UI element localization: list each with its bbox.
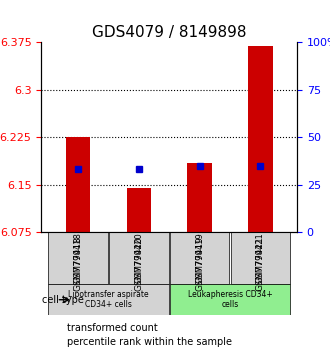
Text: GSM779419: GSM779419 bbox=[195, 233, 204, 283]
Text: cell type: cell type bbox=[43, 295, 84, 305]
FancyBboxPatch shape bbox=[170, 284, 290, 315]
FancyBboxPatch shape bbox=[109, 232, 169, 284]
Text: GSM779418: GSM779418 bbox=[73, 236, 82, 291]
Bar bbox=[66, 137, 90, 232]
Text: GSM779421: GSM779421 bbox=[256, 236, 265, 291]
Bar bbox=[126, 188, 151, 232]
Bar bbox=[248, 46, 273, 232]
FancyBboxPatch shape bbox=[170, 232, 229, 284]
Text: GSM779420: GSM779420 bbox=[134, 233, 143, 283]
Text: GSM779420: GSM779420 bbox=[134, 236, 143, 291]
FancyBboxPatch shape bbox=[231, 232, 290, 284]
FancyBboxPatch shape bbox=[48, 232, 108, 284]
FancyBboxPatch shape bbox=[48, 284, 169, 315]
Text: GSM779419: GSM779419 bbox=[195, 236, 204, 291]
Title: GDS4079 / 8149898: GDS4079 / 8149898 bbox=[92, 25, 247, 40]
Text: GSM779421: GSM779421 bbox=[256, 233, 265, 283]
Text: Leukapheresis CD34+
cells: Leukapheresis CD34+ cells bbox=[188, 290, 272, 309]
Text: Lipotransfer aspirate
CD34+ cells: Lipotransfer aspirate CD34+ cells bbox=[68, 290, 148, 309]
Text: GSM779418: GSM779418 bbox=[73, 232, 82, 283]
Text: transformed count: transformed count bbox=[67, 322, 158, 332]
Bar bbox=[187, 162, 212, 232]
Text: percentile rank within the sample: percentile rank within the sample bbox=[67, 337, 232, 347]
